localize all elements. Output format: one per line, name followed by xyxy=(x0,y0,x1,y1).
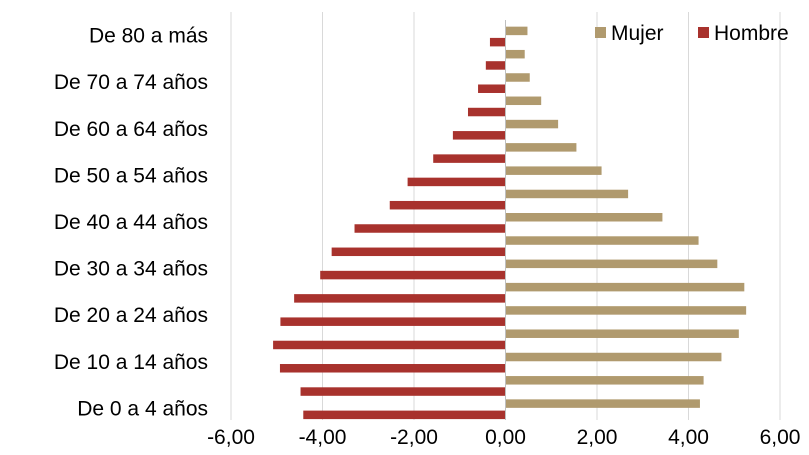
bar-hombre xyxy=(390,201,506,210)
legend: Mujer Hombre xyxy=(595,22,789,45)
bar-mujer xyxy=(506,213,663,222)
bar-mujer xyxy=(506,353,722,362)
category-labels: De 0 a 4 años De 10 a 14 años De 20 a 24 a… xyxy=(54,25,208,421)
bar-hombre xyxy=(490,38,506,47)
bar-hombre xyxy=(486,61,506,70)
bar-hombre xyxy=(320,271,505,280)
bar-mujer xyxy=(506,306,747,315)
x-tick-label: -2,00 xyxy=(390,426,438,449)
category-label: De 40 a 44 años xyxy=(54,211,208,234)
x-tick-label: -4,00 xyxy=(299,426,347,449)
x-tick-label: 6,00 xyxy=(760,426,801,449)
bar-mujer xyxy=(506,236,699,245)
x-tick-label: -6,00 xyxy=(207,426,255,449)
bar-hombre xyxy=(408,178,506,187)
bar-hombre xyxy=(301,387,506,396)
x-tick-label: 0,00 xyxy=(485,426,526,449)
bar-mujer xyxy=(506,376,704,385)
category-label: De 70 a 74 años xyxy=(54,71,208,94)
bars xyxy=(273,27,746,419)
bar-mujer xyxy=(506,73,530,82)
category-label: De 50 a 54 años xyxy=(54,164,208,187)
bar-mujer xyxy=(506,190,629,199)
bar-hombre xyxy=(280,317,505,326)
bar-mujer xyxy=(506,50,525,59)
bar-mujer xyxy=(506,283,745,292)
bar-hombre xyxy=(355,224,506,233)
legend-swatch xyxy=(698,27,709,38)
legend-swatch xyxy=(595,27,606,38)
bar-hombre xyxy=(453,131,506,140)
bar-hombre xyxy=(478,84,505,93)
category-label: De 10 a 14 años xyxy=(54,351,208,374)
category-label: De 20 a 24 años xyxy=(54,304,208,327)
bar-mujer xyxy=(506,399,700,408)
x-tick-label: 4,00 xyxy=(668,426,709,449)
category-label: De 80 a más xyxy=(89,25,208,48)
bar-hombre xyxy=(332,248,506,257)
bar-hombre xyxy=(468,108,506,117)
bar-hombre xyxy=(303,411,505,420)
bar-hombre xyxy=(433,154,505,163)
bar-hombre xyxy=(273,341,505,350)
bar-hombre xyxy=(280,364,506,373)
category-label: De 30 a 34 años xyxy=(54,258,208,281)
bar-mujer xyxy=(506,97,542,106)
legend-label: Hombre xyxy=(714,22,789,45)
bar-mujer xyxy=(506,143,577,152)
x-tick-label: 2,00 xyxy=(577,426,618,449)
category-label: De 60 a 64 años xyxy=(54,118,208,141)
x-tick-labels: -6,00 -4,00 -2,00 0,00 2,00 4,00 6,00 xyxy=(207,426,800,449)
bar-mujer xyxy=(506,120,559,129)
bar-hombre xyxy=(294,294,505,303)
bar-mujer xyxy=(506,166,602,175)
bar-mujer xyxy=(506,329,739,338)
legend-label: Mujer xyxy=(611,22,664,45)
bar-mujer xyxy=(506,27,528,35)
bar-mujer xyxy=(506,260,718,269)
category-label: De 0 a 4 años xyxy=(77,397,208,420)
